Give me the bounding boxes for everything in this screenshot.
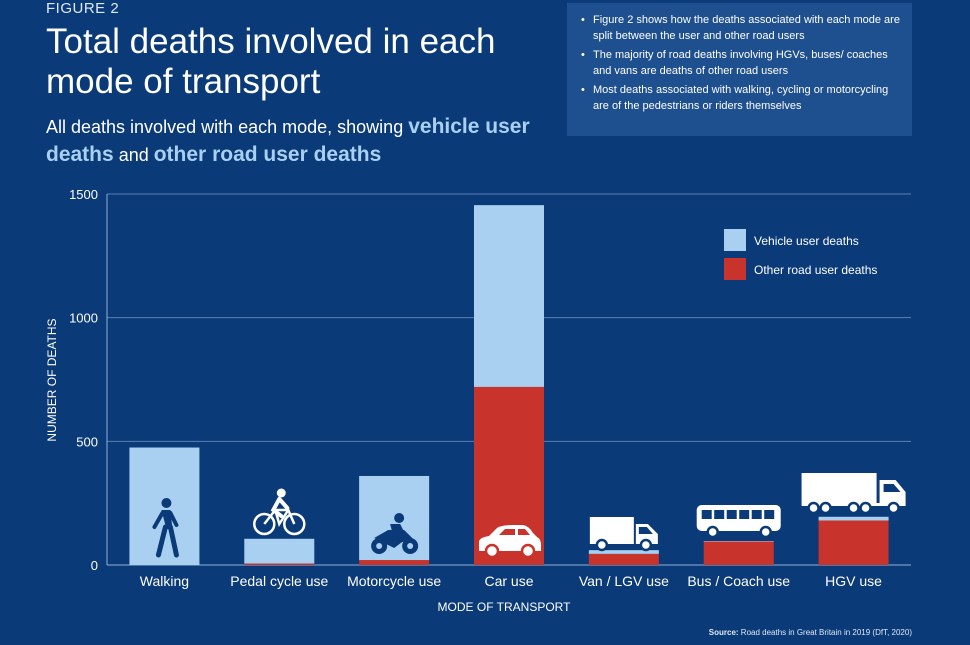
bar-vehicle-user [588,550,659,554]
x-tick-label: Car use [484,573,533,589]
subtitle-vehicle-user: vehicle user deaths [46,115,530,166]
subtitle-other-road-user: other road user deaths [153,143,382,166]
bar-other-road-user [588,553,659,565]
source-note: Source: Road deaths in Great Britain in … [709,628,912,637]
note-item: Figure 2 shows how the deaths associated… [581,12,902,44]
x-tick-label: Bus / Coach use [687,573,790,589]
subtitle-prefix: All deaths involved with each mode, show… [46,117,409,137]
legend-label: Other road user deaths [754,263,877,277]
x-tick-label: Walking [140,573,189,589]
van-icon [589,517,658,552]
notes-box: Figure 2 shows how the deaths associated… [567,3,912,136]
source-text: Road deaths in Great Britain in 2019 (Df… [738,628,912,637]
motorcycle-icon [371,513,419,554]
bus-icon [696,505,781,539]
bar-other-road-user [359,560,430,565]
note-item: Most deaths associated with walking, cyc… [581,82,902,114]
y-tick-label: 1500 [69,187,98,202]
bar-other-road-user [703,541,774,565]
pedestrian-icon [152,498,179,558]
bar-other-road-user [244,563,315,565]
note-item: The majority of road deaths involving HG… [581,47,902,79]
truck-icon [801,473,906,515]
bar-vehicle-user [818,516,889,521]
x-tick-label: HGV use [825,573,882,589]
subtitle-mid: and [113,145,154,165]
x-axis-title: MODE OF TRANSPORT [438,600,572,614]
bar-vehicle-user [244,538,315,564]
y-tick-label: 1000 [69,311,98,326]
figure-label: FIGURE 2 [46,0,120,17]
y-tick-label: 0 [91,558,98,573]
chart-title: Total deaths involved in each mode of tr… [46,22,496,101]
y-tick-label: 500 [76,434,98,449]
x-tick-label: Motorcycle use [347,573,441,589]
bar-vehicle-user [474,205,544,387]
legend-label: Vehicle user deaths [754,234,859,248]
x-tick-label: Pedal cycle use [230,573,328,589]
bar-other-road-user [818,520,889,565]
legend-swatch [724,229,746,251]
legend-swatch [724,258,746,280]
y-axis-title: NUMBER OF DEATHS [45,318,59,441]
chart-subtitle: All deaths involved with each mode, show… [46,113,546,169]
car-icon [479,525,541,559]
bicycle-icon [253,488,306,536]
x-tick-label: Van / LGV use [579,573,669,589]
source-label: Source: [708,628,739,637]
